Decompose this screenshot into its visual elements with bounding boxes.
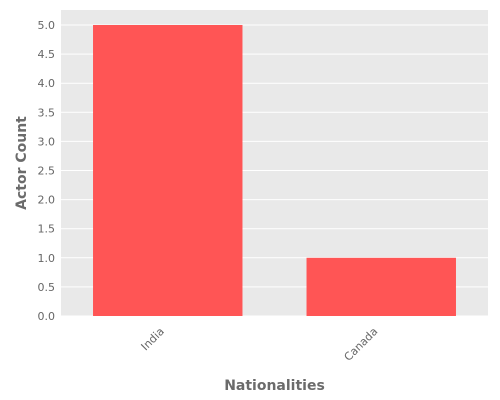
y-axis-label: Actor Count (14, 116, 30, 210)
x-axis-label: Nationalities (224, 378, 325, 394)
bar-canada (306, 257, 456, 316)
y-axis-ticks: 0.0 0.5 1.0 1.5 2.0 2.5 3.0 3.5 4.0 4.5 5.0 (38, 19, 56, 323)
x-tick-label: Canada (342, 325, 381, 364)
y-tick-label: 4.0 (38, 77, 56, 90)
y-tick-label: 3.0 (38, 135, 56, 148)
y-tick-label: 1.0 (38, 252, 56, 265)
y-tick-label: 2.5 (38, 165, 56, 178)
y-tick-label: 3.5 (38, 106, 56, 119)
y-tick-label: 5.0 (38, 19, 56, 32)
y-tick-label: 0.0 (38, 310, 56, 323)
bar-india (93, 25, 243, 316)
y-tick-label: 4.5 (38, 48, 56, 61)
y-tick-label: 2.0 (38, 194, 56, 207)
x-tick-label: India (139, 325, 167, 353)
bars (93, 25, 456, 316)
y-tick-label: 0.5 (38, 281, 56, 294)
y-tick-label: 1.5 (38, 223, 56, 236)
x-axis-ticks: India Canada (139, 325, 381, 364)
